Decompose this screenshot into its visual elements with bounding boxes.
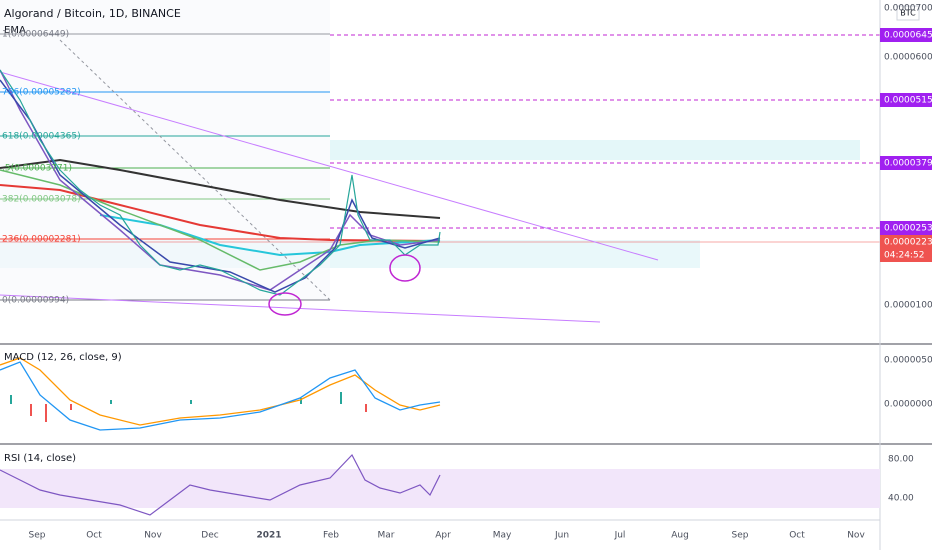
time-axis-label: May [493,531,512,541]
time-axis-label: Nov [847,531,865,541]
price-tag-text: 0.00005152 [884,96,932,106]
price-levels [330,34,880,229]
time-axis-label: Jul [614,531,626,541]
trendline [59,39,331,301]
time-axis-label: Sep [29,531,46,541]
currency: BTC [900,9,916,18]
macd-signal [0,357,441,426]
zone [330,140,860,160]
fib-label: .5(0.00003771) [2,164,72,174]
macd-title: MACD (12, 26, close, 9) [4,352,122,363]
rsi-axis-label: 80.00 [888,455,914,465]
time-axis-label: Oct [789,531,805,541]
rsi-line [0,453,441,516]
fib-zone [0,0,330,300]
time-axis-label: 2021 [256,531,281,541]
price [0,69,441,296]
price-tag [880,221,932,235]
time-axis-label: Sep [732,531,749,541]
fib-label: 1(0.00006449) [2,30,69,40]
time-axis-label: Dec [201,531,218,541]
time-axis-label: Apr [435,531,451,541]
fib-label: 382(0.00003078) [2,195,81,205]
price-tag [880,93,932,107]
currency-badge [896,5,920,21]
time-axis-label: Nov [144,531,162,541]
price-tag-text: 0.00006458 [884,31,932,41]
macd-axis-label: 0.00000000 [884,400,932,410]
price-tag [880,235,932,262]
moving-averages [0,69,441,293]
price-tag [880,28,932,42]
countdown: 04:24:52 [884,251,924,261]
highlight [268,292,302,316]
chart-title: Algorand / Bitcoin, 1D, BINANCE [4,7,181,20]
rsi-title: RSI (14, close) [4,453,76,464]
fib-label: 618(0.00004365) [2,132,81,142]
price-tag [880,156,932,170]
rsi-band [0,469,880,508]
time-axis-label: Aug [671,531,689,541]
fib-label: 786(0.00005282) [2,88,81,98]
trendline [0,71,659,261]
price-tag-text: 0.00003799 [884,159,932,169]
fib-label: 236(0.00002281) [2,235,81,245]
time-axis-label: Feb [323,531,339,541]
time-axis-label: Oct [86,531,102,541]
rsi-axis-label: 40.00 [888,494,914,504]
macd-histogram [10,392,367,422]
indicator-label: EMA [4,25,26,36]
highlight [389,254,421,282]
time-axis-label: Jun [554,531,569,541]
time-axis-label: Mar [378,531,395,541]
fib-label: 0(0.00000994) [2,296,69,306]
macd-line [0,361,441,431]
price-tag-text: 0.00002539 [884,224,932,234]
